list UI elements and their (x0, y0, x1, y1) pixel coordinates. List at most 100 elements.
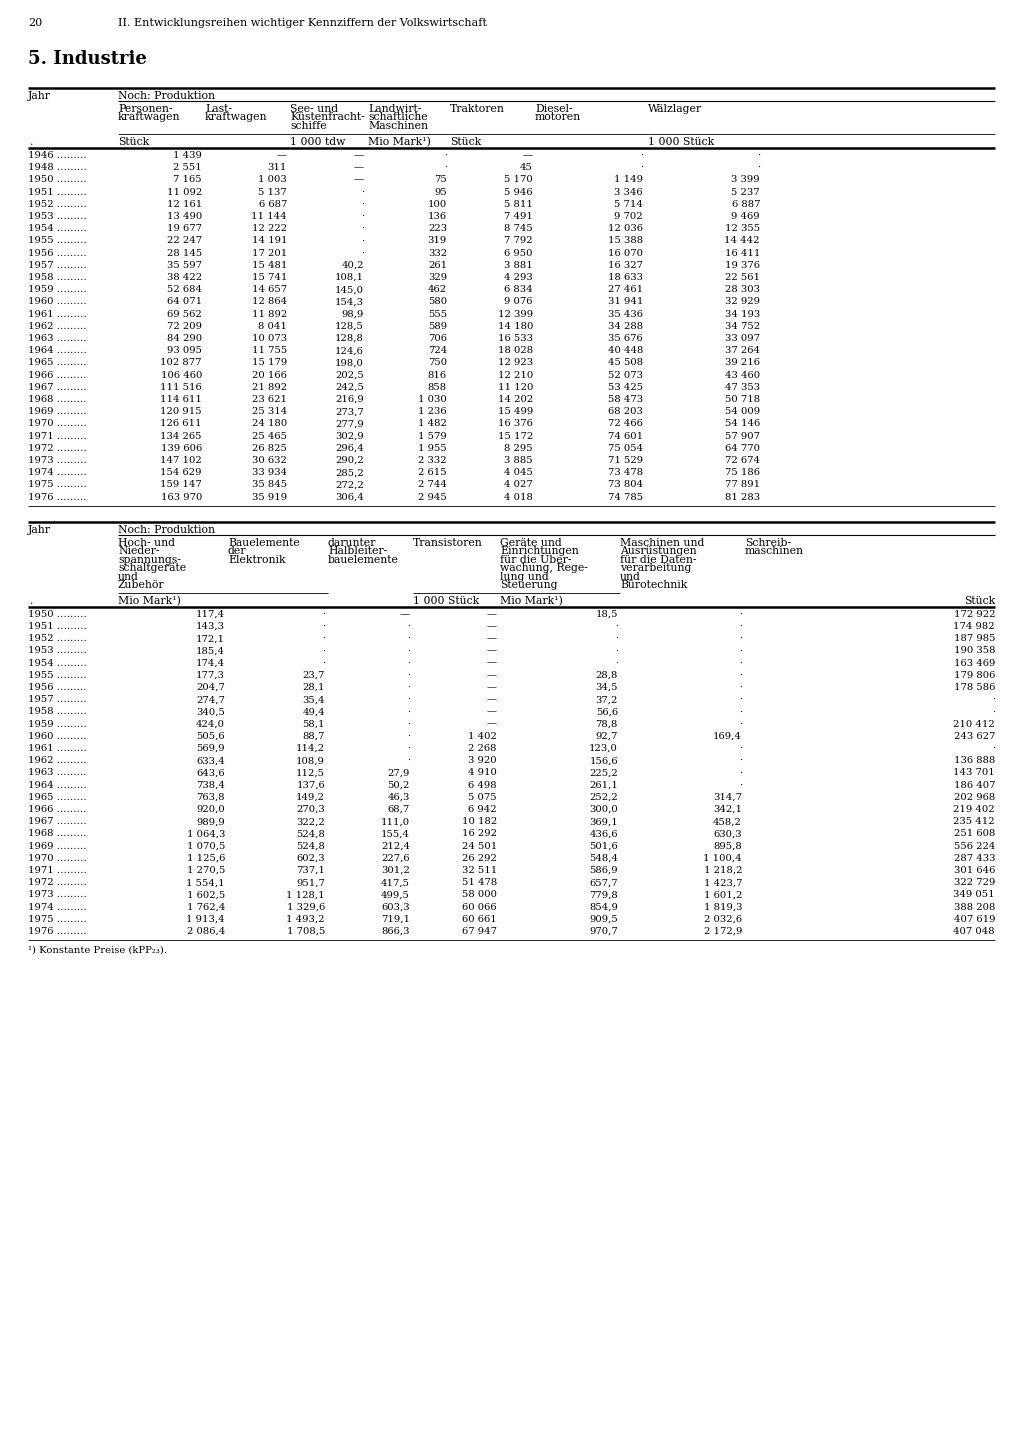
Text: ·: · (407, 744, 410, 753)
Text: 706: 706 (428, 334, 447, 343)
Text: 33 097: 33 097 (725, 334, 760, 343)
Text: ·: · (360, 224, 364, 233)
Text: Mio Mark¹): Mio Mark¹) (500, 596, 563, 606)
Text: 4 027: 4 027 (504, 480, 534, 490)
Text: 5. Industrie: 5. Industrie (28, 49, 146, 68)
Text: 524,8: 524,8 (296, 829, 325, 839)
Text: 100: 100 (428, 199, 447, 209)
Text: ·: · (407, 708, 410, 717)
Text: 1974 ………: 1974 ……… (28, 903, 87, 912)
Text: 7 165: 7 165 (173, 176, 202, 185)
Text: 290,2: 290,2 (335, 457, 364, 465)
Text: 54 009: 54 009 (725, 407, 760, 416)
Text: ·: · (739, 683, 742, 692)
Text: 46,3: 46,3 (388, 792, 410, 801)
Text: Schreib-: Schreib- (745, 538, 792, 548)
Text: ·: · (640, 151, 643, 160)
Text: bauelemente: bauelemente (328, 555, 399, 564)
Text: 2 172,9: 2 172,9 (703, 928, 742, 936)
Text: 1968 ………: 1968 ……… (28, 395, 87, 404)
Text: 277,9: 277,9 (335, 419, 364, 429)
Text: 68 203: 68 203 (608, 407, 643, 416)
Text: —: — (487, 634, 497, 643)
Text: 34 752: 34 752 (725, 321, 760, 332)
Text: 16 376: 16 376 (498, 419, 534, 429)
Text: ·: · (757, 151, 760, 160)
Text: 43 460: 43 460 (725, 371, 760, 379)
Text: 108,1: 108,1 (335, 273, 364, 282)
Text: Mio Mark¹): Mio Mark¹) (118, 596, 181, 606)
Text: 858: 858 (428, 382, 447, 391)
Text: —: — (487, 695, 497, 704)
Text: ·: · (443, 151, 447, 160)
Text: 8 041: 8 041 (258, 321, 287, 332)
Text: 23,7: 23,7 (303, 670, 325, 680)
Text: 14 191: 14 191 (252, 237, 287, 246)
Text: 15 481: 15 481 (252, 260, 287, 270)
Text: 296,4: 296,4 (335, 443, 364, 452)
Text: 14 657: 14 657 (252, 285, 287, 294)
Text: 169,4: 169,4 (713, 731, 742, 740)
Text: 287 433: 287 433 (953, 853, 995, 862)
Text: 45: 45 (520, 163, 534, 172)
Text: 314,7: 314,7 (713, 792, 742, 801)
Text: 3 885: 3 885 (505, 457, 534, 465)
Text: 9 469: 9 469 (731, 212, 760, 221)
Text: 1 128,1: 1 128,1 (287, 890, 325, 900)
Text: ·: · (360, 249, 364, 257)
Text: 92,7: 92,7 (596, 731, 618, 740)
Text: 1975 ………: 1975 ……… (28, 480, 87, 490)
Text: Stück: Stück (964, 596, 995, 606)
Text: —: — (487, 647, 497, 656)
Text: ·: · (407, 622, 410, 631)
Text: 300,0: 300,0 (589, 806, 618, 814)
Text: 1964 ………: 1964 ……… (28, 781, 87, 790)
Text: 12 355: 12 355 (725, 224, 760, 233)
Text: 23 621: 23 621 (252, 395, 287, 404)
Text: Ausrüstungen: Ausrüstungen (620, 547, 696, 557)
Text: 102 877: 102 877 (161, 358, 202, 368)
Text: 30 632: 30 632 (252, 457, 287, 465)
Text: —: — (487, 720, 497, 728)
Text: 1 030: 1 030 (418, 395, 447, 404)
Text: ·: · (322, 609, 325, 619)
Text: 1 000 Stück: 1 000 Stück (648, 137, 715, 147)
Text: 12 036: 12 036 (608, 224, 643, 233)
Text: 98,9: 98,9 (342, 310, 364, 318)
Text: ·: · (322, 622, 325, 631)
Text: 6 950: 6 950 (505, 249, 534, 257)
Text: Last-: Last- (205, 105, 232, 113)
Text: 128,5: 128,5 (335, 321, 364, 332)
Text: 1960 ………: 1960 ……… (28, 731, 87, 740)
Text: 235 412: 235 412 (953, 817, 995, 826)
Text: 2 945: 2 945 (418, 493, 447, 502)
Text: 5 714: 5 714 (614, 199, 643, 209)
Text: 1972 ………: 1972 ……… (28, 878, 87, 887)
Text: 252,2: 252,2 (589, 792, 618, 801)
Text: 3 881: 3 881 (504, 260, 534, 270)
Text: 602,3: 602,3 (296, 853, 325, 862)
Text: 1954 ………: 1954 ……… (28, 224, 87, 233)
Text: 556 224: 556 224 (953, 842, 995, 851)
Text: 71 529: 71 529 (608, 457, 643, 465)
Text: Steuerung: Steuerung (500, 580, 557, 590)
Text: 16 327: 16 327 (608, 260, 643, 270)
Text: 1 601,2: 1 601,2 (703, 890, 742, 900)
Text: 227,6: 227,6 (381, 853, 410, 862)
Text: 816: 816 (428, 371, 447, 379)
Text: 1955 ………: 1955 ……… (28, 670, 87, 680)
Text: 555: 555 (428, 310, 447, 318)
Text: 3 920: 3 920 (468, 756, 497, 765)
Text: 9 076: 9 076 (505, 298, 534, 307)
Text: 5 075: 5 075 (468, 792, 497, 801)
Text: 1950 ………: 1950 ……… (28, 176, 87, 185)
Text: 1952 ………: 1952 ……… (28, 634, 87, 643)
Text: 32 929: 32 929 (725, 298, 760, 307)
Text: 114,2: 114,2 (296, 744, 325, 753)
Text: 58 000: 58 000 (462, 890, 497, 900)
Text: 4 018: 4 018 (504, 493, 534, 502)
Text: 970,7: 970,7 (589, 928, 618, 936)
Text: —: — (487, 622, 497, 631)
Text: 417,5: 417,5 (381, 878, 410, 887)
Text: 1946 ………: 1946 ……… (28, 151, 87, 160)
